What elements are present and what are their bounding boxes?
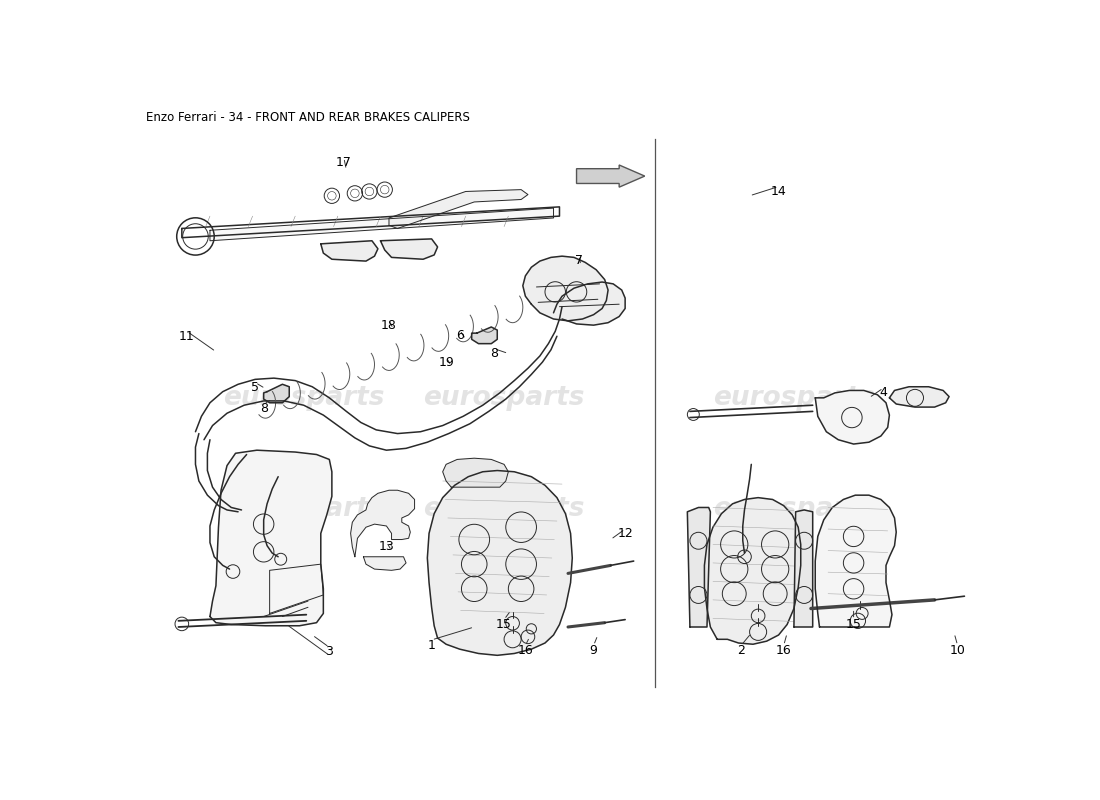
Text: 5: 5 [251, 381, 260, 394]
Text: 8: 8 [490, 347, 498, 360]
Polygon shape [794, 510, 813, 627]
Polygon shape [815, 495, 896, 627]
Polygon shape [427, 470, 572, 655]
Text: eurosparts: eurosparts [713, 496, 875, 522]
Text: 3: 3 [326, 645, 333, 658]
Polygon shape [442, 458, 508, 487]
Polygon shape [890, 386, 949, 407]
Text: 15: 15 [496, 618, 512, 631]
Text: 19: 19 [438, 356, 454, 369]
Polygon shape [576, 165, 645, 187]
Polygon shape [522, 256, 608, 321]
Text: 9: 9 [590, 644, 597, 657]
Text: 12: 12 [617, 527, 632, 540]
Text: eurosparts: eurosparts [223, 385, 385, 411]
Polygon shape [688, 507, 711, 627]
Polygon shape [389, 190, 528, 229]
Text: 16: 16 [517, 644, 534, 657]
Text: 1: 1 [428, 639, 436, 652]
Text: 15: 15 [846, 618, 861, 631]
Text: 16: 16 [776, 644, 792, 657]
Polygon shape [363, 557, 406, 570]
Polygon shape [472, 327, 497, 344]
Text: 13: 13 [378, 541, 394, 554]
Text: 6: 6 [455, 329, 464, 342]
Text: eurosparts: eurosparts [424, 385, 585, 411]
Text: 17: 17 [336, 156, 352, 169]
Text: eurosparts: eurosparts [424, 496, 585, 522]
Text: 10: 10 [949, 644, 966, 657]
Polygon shape [264, 384, 289, 402]
Text: 14: 14 [771, 185, 786, 198]
Text: 2: 2 [737, 644, 745, 657]
Polygon shape [381, 239, 438, 259]
Polygon shape [210, 450, 332, 626]
Polygon shape [553, 282, 625, 325]
Polygon shape [321, 241, 378, 261]
Text: 7: 7 [575, 254, 583, 267]
Text: eurosparts: eurosparts [223, 496, 385, 522]
Text: 18: 18 [381, 318, 397, 332]
Text: 4: 4 [880, 386, 888, 399]
Polygon shape [704, 498, 801, 644]
Polygon shape [815, 390, 890, 444]
Text: 11: 11 [179, 330, 195, 342]
Polygon shape [210, 208, 553, 241]
Text: Enzo Ferrari - 34 - FRONT AND REAR BRAKES CALIPERS: Enzo Ferrari - 34 - FRONT AND REAR BRAKE… [146, 111, 470, 124]
Polygon shape [351, 490, 415, 557]
Text: eurosparts: eurosparts [713, 385, 875, 411]
Text: 8: 8 [260, 402, 267, 415]
